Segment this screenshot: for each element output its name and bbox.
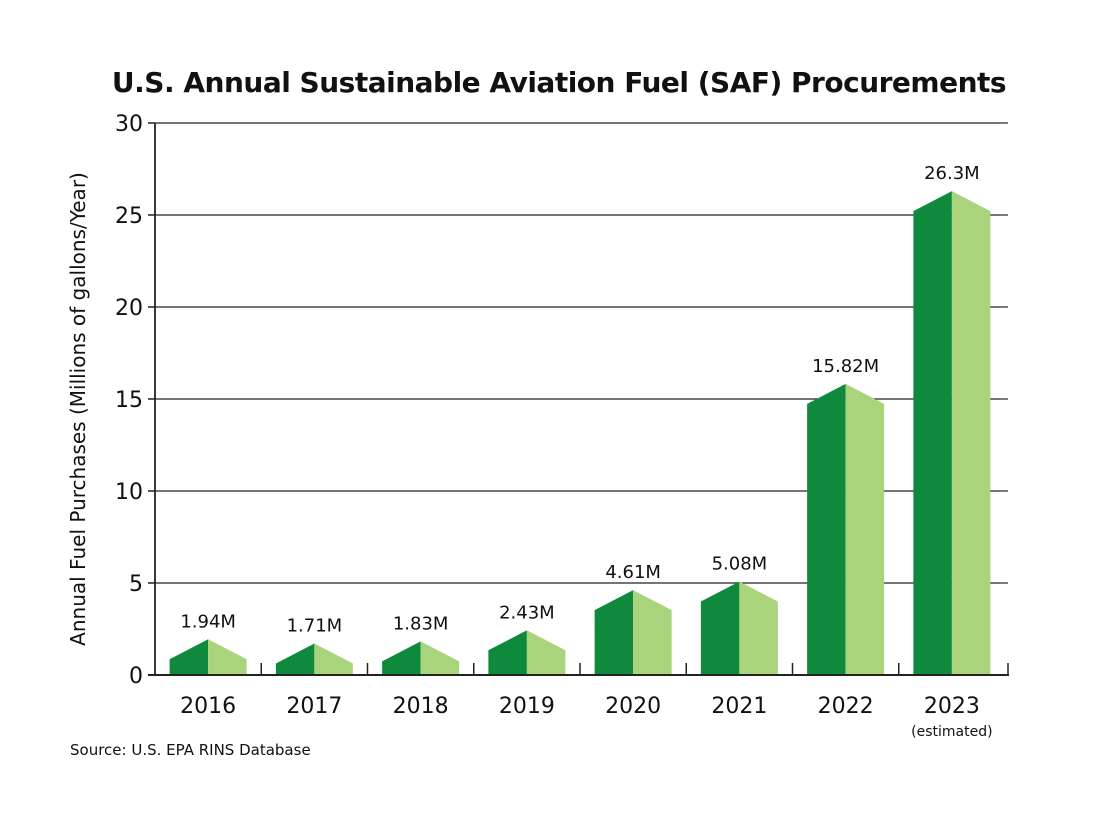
bar-dark-face: [700, 581, 740, 675]
bar-light-face: [739, 581, 778, 675]
bar-light-face: [420, 641, 460, 675]
data-label: 4.61M: [605, 562, 661, 583]
bar-dark-face: [275, 643, 315, 675]
data-label: 26.3M: [924, 163, 980, 184]
y-axis-label: Annual Fuel Purchases (Millions of gallo…: [66, 172, 90, 646]
y-tick-label: 10: [115, 480, 143, 505]
x-tick-note: (estimated): [911, 724, 992, 740]
x-tick-label: 2020: [605, 694, 661, 719]
x-tick-label: 2018: [393, 694, 449, 719]
data-label: 5.08M: [712, 554, 768, 575]
data-label: 1.94M: [180, 611, 236, 632]
data-label: 15.82M: [812, 356, 879, 377]
data-label: 1.83M: [393, 613, 449, 634]
bar-light-face: [208, 639, 247, 675]
y-tick-label: 25: [115, 204, 143, 229]
source-note: Source: U.S. EPA RINS Database: [70, 741, 311, 759]
bar-light-face: [951, 191, 991, 675]
bar-dark-face: [488, 630, 527, 675]
y-tick-label: 15: [115, 388, 143, 413]
bar-dark-face: [169, 639, 209, 675]
bar-dark-face: [913, 191, 952, 675]
bar-light-face: [633, 590, 672, 675]
x-tick-label: 2022: [818, 694, 874, 719]
y-tick-label: 5: [129, 572, 143, 597]
x-tick-label: 2017: [286, 694, 342, 719]
y-tick-label: 30: [115, 112, 143, 137]
data-label: 1.71M: [287, 616, 343, 637]
data-label: 2.43M: [499, 602, 555, 623]
y-tick-label: 20: [115, 296, 143, 321]
bar-light-face: [314, 643, 353, 675]
bar-light-face: [845, 383, 885, 675]
y-tick-label: 0: [129, 664, 143, 689]
x-tick-label: 2021: [711, 694, 767, 719]
x-tick-label: 2019: [499, 694, 555, 719]
x-tick-label: 2023: [924, 694, 980, 719]
chart-title: U.S. Annual Sustainable Aviation Fuel (S…: [111, 66, 1007, 99]
x-tick-label: 2016: [180, 694, 236, 719]
bar-dark-face: [807, 383, 846, 675]
bar-dark-face: [594, 590, 634, 675]
bar-light-face: [526, 630, 566, 675]
bar-dark-face: [382, 641, 421, 675]
